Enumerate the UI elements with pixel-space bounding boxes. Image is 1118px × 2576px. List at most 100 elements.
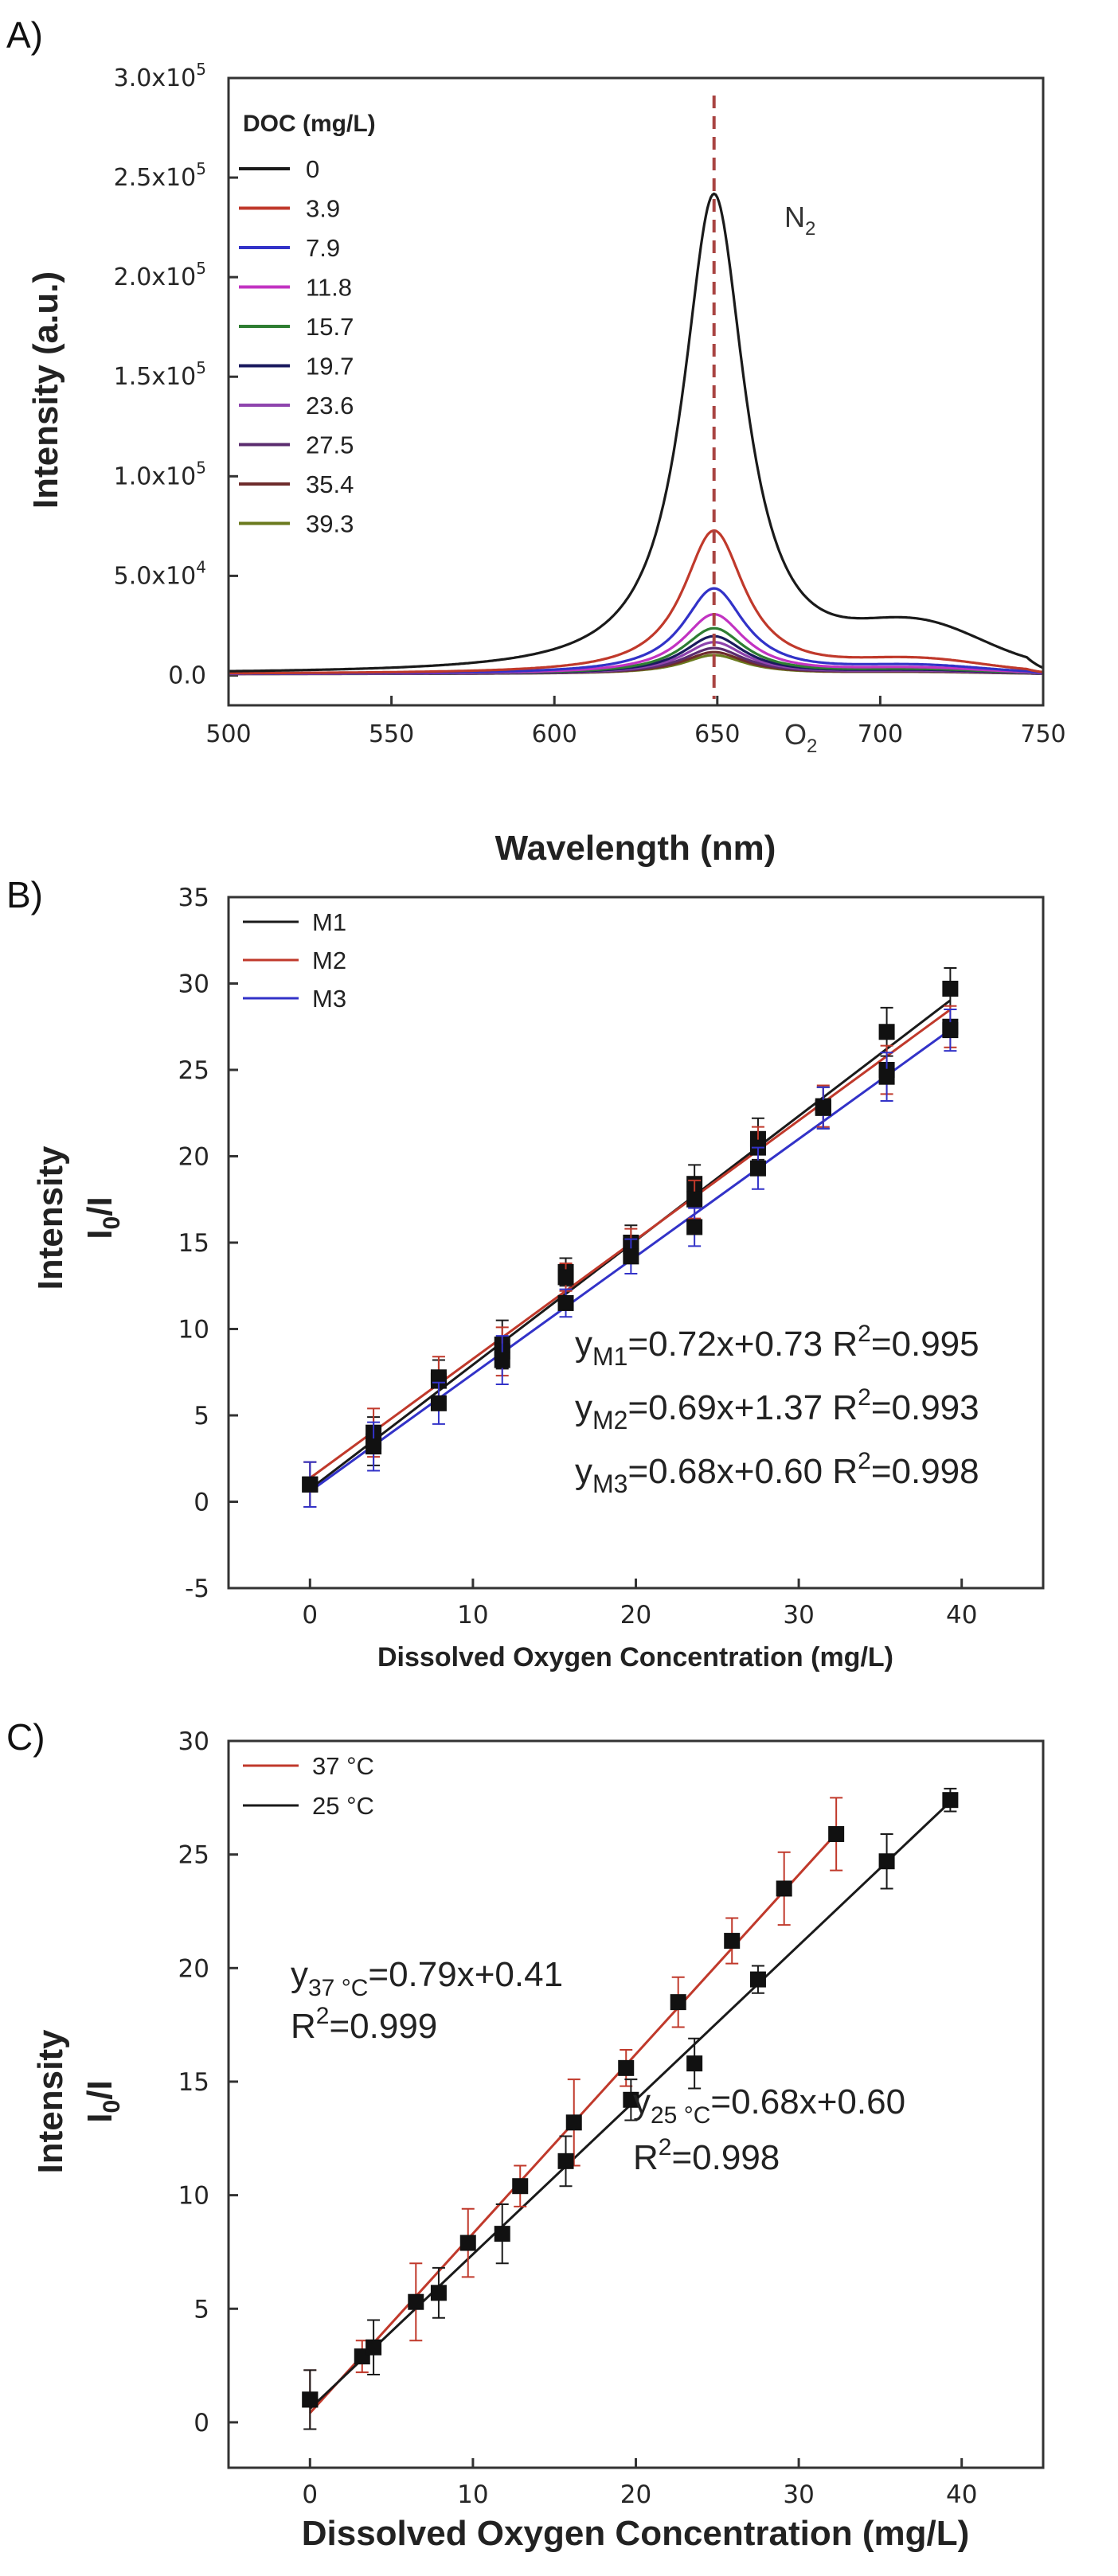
panel-b-y-axis-title-line2: I0/I [80,1196,125,1239]
panel-b-equation: yM3=0.68x+0.60 R2=0.998 [575,1448,979,1498]
panel-a-spectra [228,192,1044,676]
panel-a-spectrum-line [229,529,1044,675]
panel-a-legend-label: 0 [306,155,319,183]
panel-c-y-axis-title: Intensity I0/I [31,2029,125,2173]
panel-c-equation: y25 °C=0.68x+0.60 [633,2082,905,2129]
data-point [366,1438,382,1455]
x-tick-label: 20 [620,1601,651,1630]
panel-a-legend-label: 3.9 [306,195,340,223]
data-point [557,2153,574,2169]
data-point [878,1853,895,1870]
panel-c-y-ticks: 0 5 10 15 20 25 30 [178,1727,238,2437]
panel-b-y-ticks: -5 0 5 10 15 20 25 30 35 [178,884,238,1603]
data-point [878,1068,895,1085]
panel-c-y-axis-title-line2: I0/I [80,2080,125,2122]
panel-a-frame [227,76,1045,707]
data-point [724,1933,741,1950]
panel-c-x-ticks: 0 10 20 30 40 [302,2458,977,2509]
panel-a-legend-label: 11.8 [306,274,352,302]
y-tick-label: 0 [194,2409,209,2437]
panel-a-legend-label: 7.9 [306,234,340,262]
data-point [430,2285,447,2301]
x-tick-label: 20 [620,2480,651,2509]
x-tick-label: 10 [457,1601,488,1630]
panel-c-data-points [302,1787,959,2430]
panel-b-y-axis-title: Intensity I0/I [31,1146,125,1290]
panel-a-annotation-n2: N2 [784,201,815,240]
data-point [686,1191,703,1208]
y-tick-label: 20 [178,1954,209,1983]
panel-c-x-axis-title: Dissolved Oxygen Concentration (mg/L) [302,2514,970,2553]
panel-b-label: B) [6,874,43,915]
data-point [686,2055,703,2072]
data-point [942,981,959,997]
data-point [942,1022,959,1039]
data-point [565,2114,582,2131]
legend-label: M2 [312,946,346,974]
panel-a-y-tick-label: 3.0x105 [114,60,206,92]
panel-a-x-tick-label: 650 [694,720,740,748]
panel-b-x-axis-title: Dissolved Oxygen Concentration (mg/L) [377,1642,893,1672]
y-tick-label: 5 [194,1402,209,1430]
y-tick-label: -5 [185,1575,209,1603]
x-tick-label: 30 [783,1601,814,1630]
data-point [749,1971,766,1988]
panel-a-x-axis-title: Wavelength (nm) [495,829,776,868]
y-tick-label: 30 [178,970,209,999]
panel-c-equation: y37 °C=0.79x+0.41 [291,1955,563,2001]
legend-label: 37 °C [312,1752,374,1780]
panel-a-legend-label: 15.7 [306,313,354,341]
panel-a-y-axis-title: Intensity (a.u.) [26,271,65,509]
data-point [623,2091,639,2108]
data-point [494,1352,510,1368]
panel-a-x-tick-label: 750 [1020,720,1065,748]
panel-a: A) 0.0 5.0x104 1.0x105 1.5x105 2.0x105 2.5x10… [6,14,1066,868]
y-tick-label: 15 [178,1229,209,1258]
x-tick-label: 40 [946,2480,977,2509]
y-tick-label: 10 [178,2182,209,2211]
y-tick-label: 10 [178,1316,209,1345]
panel-c-legend: 37 °C 25 °C [243,1752,374,1820]
y-tick-label: 25 [178,1841,209,1870]
y-tick-label: 20 [178,1143,209,1172]
data-point [494,2226,510,2242]
panel-a-legend-label: 27.5 [306,431,354,459]
panel-a-y-tick-label: 2.5x105 [114,159,206,192]
x-tick-label: 10 [457,2480,488,2509]
panel-a-legend-title: DOC (mg/L) [243,111,376,137]
panel-a-y-tick-label: 1.0x105 [114,458,206,490]
data-point [366,2339,382,2355]
data-point [828,1825,845,1842]
x-tick-label: 0 [302,1601,318,1630]
panel-a-annotation-o2: O2 [784,718,817,757]
panel-a-y-tick-label: 1.5x105 [114,358,206,391]
data-point [878,1024,895,1040]
panel-b-frame [227,896,1045,1590]
panel-a-y-tick-label: 5.0x104 [114,557,206,590]
panel-a-x-ticks: 500 550 600 650 700 750 [205,696,1066,748]
data-point [302,1476,319,1493]
y-tick-label: 0 [194,1489,209,1517]
panel-a-x-tick-label: 500 [205,720,251,748]
legend-label: 25 °C [312,1792,374,1820]
data-point [942,1792,959,1809]
x-tick-label: 40 [946,1601,977,1630]
panel-b-equations: yM1=0.72x+0.73 R2=0.995 yM2=0.69x+1.37 R2… [575,1321,979,1498]
panel-b-equation: yM2=0.69x+1.37 R2=0.993 [575,1384,979,1434]
x-tick-label: 30 [783,2480,814,2509]
y-tick-label: 30 [178,1727,209,1756]
panel-b-equation: yM1=0.72x+0.73 R2=0.995 [575,1321,979,1371]
legend-label: M3 [312,985,346,1013]
y-tick-label: 5 [194,2295,209,2324]
panel-b-y-axis-title-line1: Intensity [31,1146,70,1290]
data-point [557,1294,574,1311]
panel-c-r-squared: R2=0.999 [291,2003,437,2046]
data-point [686,1219,703,1235]
data-point [302,2391,319,2408]
data-point [430,1369,447,1386]
panel-c-y-axis-title-line1: Intensity [31,2029,70,2173]
panel-b-x-ticks: 0 10 20 30 40 [302,1579,977,1630]
panel-a-spectrum-line [229,587,1044,675]
panel-a-y-ticks: 0.0 5.0x104 1.0x105 1.5x105 2.0x105 2.5x105 3.… [114,60,238,689]
